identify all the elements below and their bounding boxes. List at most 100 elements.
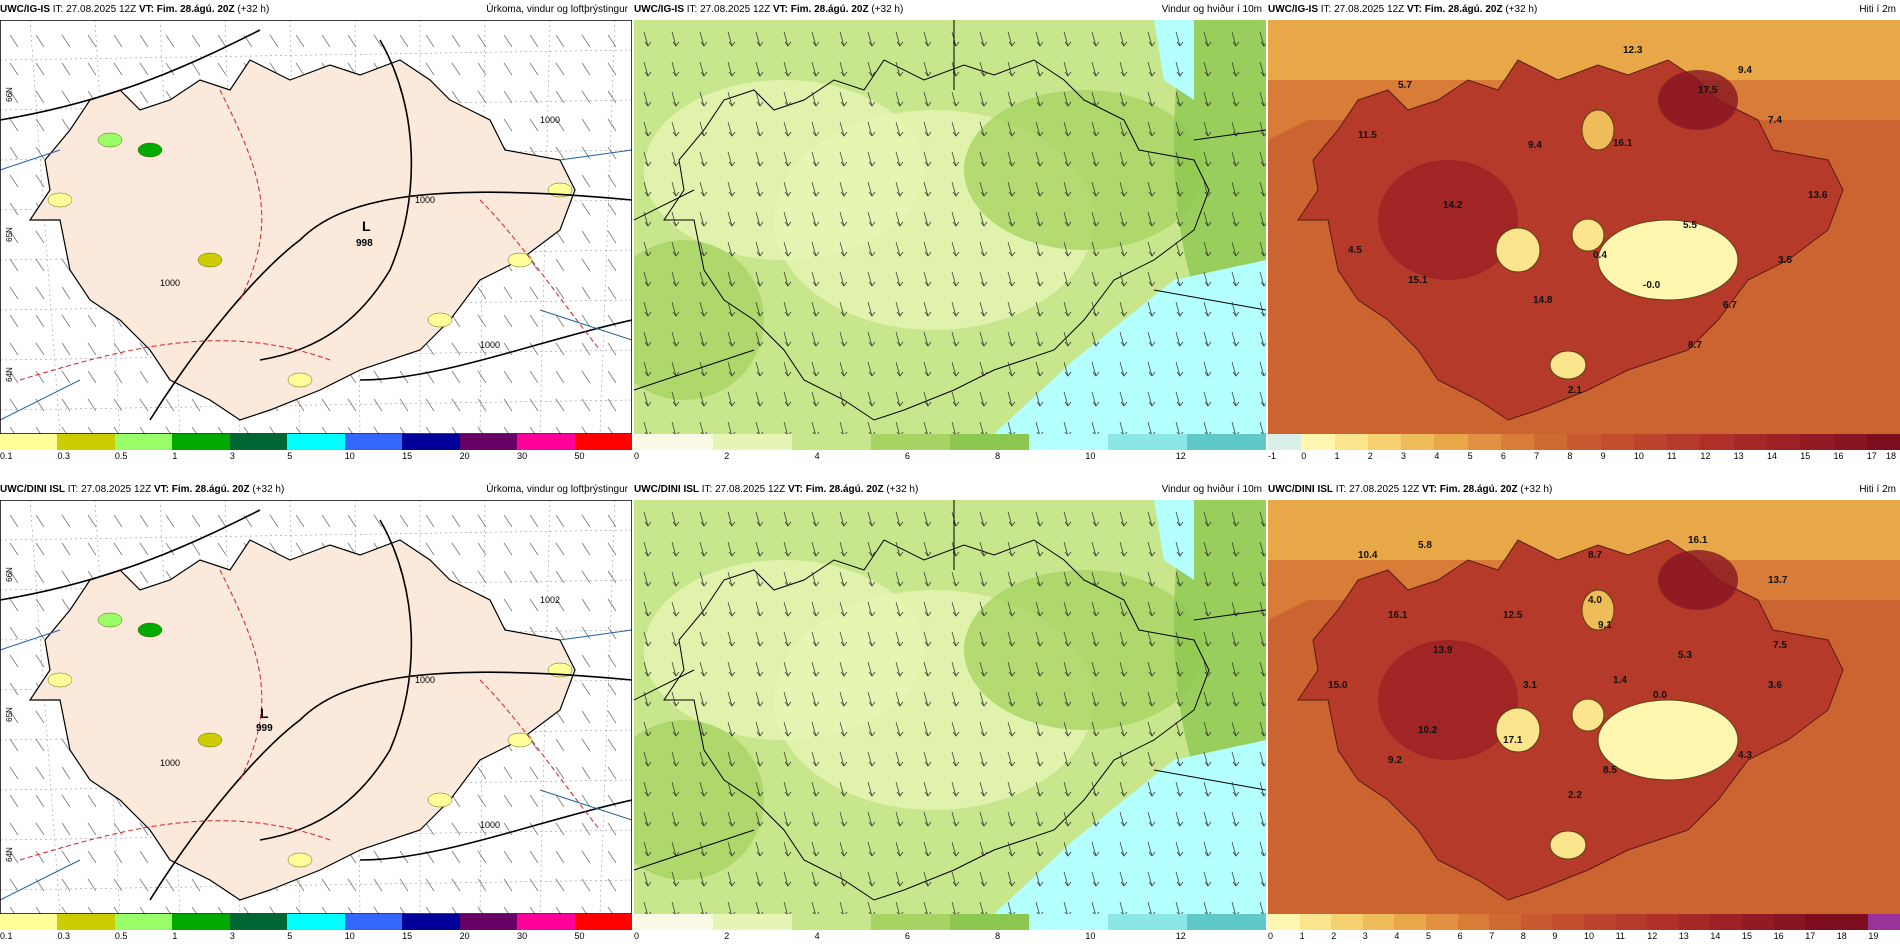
color-scale-swatch bbox=[459, 434, 518, 450]
scale-tick-label: 9 bbox=[1552, 931, 1558, 941]
map-area bbox=[634, 20, 1266, 434]
temperature-label: 4.0 bbox=[1588, 595, 1602, 606]
color-scale-swatch bbox=[1457, 914, 1490, 930]
panel-title: Vindur og hviður í 10m bbox=[1161, 484, 1262, 495]
color-scale-swatch bbox=[1866, 434, 1900, 450]
map-area: 16.1 10.4 5.8 8.7 13.7 16.1 12.5 4.0 9.1 13.9 7.5 5… bbox=[1268, 500, 1900, 914]
scale-tick-label: 5 bbox=[1467, 451, 1473, 461]
scale-tick-label: 10 bbox=[1633, 451, 1644, 461]
scale-tick-label: 8 bbox=[1567, 451, 1573, 461]
temperature-label: 5.3 bbox=[1678, 650, 1692, 661]
forecast-offset: (+32 h) bbox=[886, 484, 919, 495]
latitude-label: 64N bbox=[4, 847, 14, 862]
color-scale-swatch bbox=[1868, 914, 1900, 930]
color-scale-swatch bbox=[1552, 914, 1584, 930]
scale-tick-label: 0.1 bbox=[0, 931, 13, 941]
color-scale-swatch bbox=[344, 434, 403, 450]
temperature-label: 3.1 bbox=[1523, 680, 1537, 691]
temperature-label: 16.1 bbox=[1688, 535, 1708, 546]
color-scale-ticks: 0.1 0.3 0.5 1 3 5 10 15 20 30 50 bbox=[0, 450, 632, 464]
scale-tick-label: 50 bbox=[574, 451, 585, 461]
scale-tick-label: 3 bbox=[229, 931, 235, 941]
scale-tick-label: 3 bbox=[1401, 451, 1407, 461]
temperature-label: 6.7 bbox=[1723, 300, 1737, 311]
temperature-label: 5.8 bbox=[1418, 540, 1432, 551]
map-area bbox=[634, 500, 1266, 914]
scale-tick-label: 8 bbox=[1520, 931, 1526, 941]
scale-tick-label: 4 bbox=[1434, 451, 1440, 461]
temperature-label: 15.1 bbox=[1408, 275, 1428, 286]
scale-tick-label: 5 bbox=[287, 931, 293, 941]
color-scale-swatch bbox=[1489, 914, 1521, 930]
scale-tick-label: 0.1 bbox=[0, 451, 13, 461]
temperature-label: 13.6 bbox=[1808, 190, 1828, 201]
color-scale-swatch bbox=[402, 434, 460, 450]
color-scale-swatch bbox=[574, 434, 632, 450]
model-name: UWC/IG-IS bbox=[1268, 4, 1318, 15]
scale-tick-label: 17 bbox=[1805, 931, 1816, 941]
latitude-label: 66N bbox=[4, 567, 14, 582]
color-scale-swatch bbox=[1187, 434, 1266, 450]
color-scale-bar bbox=[0, 914, 632, 930]
temperature-label: 2.2 bbox=[1568, 790, 1582, 801]
color-scale-swatch bbox=[1741, 914, 1774, 930]
temperature-label: 1.4 bbox=[1613, 675, 1627, 686]
color-scale-swatch bbox=[871, 434, 950, 450]
color-scale-swatch bbox=[1299, 914, 1332, 930]
panel-title: Úrkoma, vindur og loftþrýstingur bbox=[486, 4, 628, 15]
temperature-label: 8.7 bbox=[1588, 550, 1602, 561]
color-scale-swatch bbox=[517, 434, 575, 450]
temperature-label: 0.4 bbox=[1593, 250, 1607, 261]
scale-tick-label: 10 bbox=[1085, 931, 1096, 941]
init-time: IT: 27.08.2025 12Z bbox=[1335, 484, 1420, 495]
color-scale-swatch bbox=[1520, 914, 1553, 930]
model-name: UWC/IG-IS bbox=[0, 4, 50, 15]
temperature-label: 12.5 bbox=[1503, 610, 1523, 621]
map-panel-p5: UWC/DINI ISL IT: 27.08.2025 12Z VT: Fim.… bbox=[634, 480, 1266, 945]
color-scale-swatch bbox=[1583, 914, 1616, 930]
forecast-offset: (+32 h) bbox=[1520, 484, 1553, 495]
scale-tick-label: 0.3 bbox=[57, 931, 70, 941]
scale-tick-label: 19 bbox=[1868, 931, 1879, 941]
color-scale-swatch bbox=[792, 434, 871, 450]
color-scale-swatch bbox=[1268, 914, 1300, 930]
scale-tick-label: 6 bbox=[904, 451, 910, 461]
init-time: IT: 27.08.2025 12Z bbox=[52, 4, 137, 15]
isobar-label: 1000 bbox=[415, 675, 436, 685]
color-scale-swatch bbox=[459, 914, 518, 930]
scale-tick-label: 3 bbox=[229, 451, 235, 461]
color-scale-swatch bbox=[713, 914, 792, 930]
color-scale-swatch bbox=[1500, 434, 1535, 450]
map-area: 12.3 9.4 5.7 17.5 11.5 7.4 9.4 16.1 14.2 13.6 5.5 4… bbox=[1268, 20, 1900, 434]
color-scale-swatch bbox=[1268, 434, 1302, 450]
isobar-label: 1000 bbox=[480, 340, 501, 350]
color-scale-swatch bbox=[1667, 434, 1701, 450]
forecast-offset: (+32 h) bbox=[252, 484, 285, 495]
scale-tick-label: 7 bbox=[1489, 931, 1495, 941]
low-pressure-value: 999 bbox=[256, 723, 273, 734]
model-name: UWC/IG-IS bbox=[634, 4, 684, 15]
scale-tick-label: 20 bbox=[459, 931, 470, 941]
latitude-label: 65N bbox=[4, 707, 14, 722]
color-scale-ticks: 0.1 0.3 0.5 1 3 5 10 15 20 30 50 bbox=[0, 930, 632, 944]
temperature-label: 0.0 bbox=[1653, 690, 1667, 701]
scale-tick-label: 10 bbox=[1085, 451, 1096, 461]
color-scale-swatch bbox=[1467, 434, 1501, 450]
color-scale-ticks: -1 0 1 2 3 4 5 6 7 8 9 10 11 12 13 14 15 16 17 18 bbox=[1268, 450, 1900, 464]
color-scale-swatch bbox=[1805, 914, 1837, 930]
color-scale-swatch bbox=[57, 434, 115, 450]
temperature-label: 7.5 bbox=[1773, 640, 1787, 651]
scale-tick-label: 13 bbox=[1733, 451, 1744, 461]
low-pressure-letter: L bbox=[260, 705, 269, 721]
color-scale-swatch bbox=[0, 914, 58, 930]
color-scale-swatch bbox=[1600, 434, 1634, 450]
scale-tick-label: 13 bbox=[1678, 931, 1689, 941]
scale-tick-label: 8 bbox=[995, 931, 1001, 941]
temperature-label: 16.1 bbox=[1613, 138, 1633, 149]
scale-tick-label: 7 bbox=[1534, 451, 1540, 461]
scale-tick-label: 1 bbox=[1334, 451, 1340, 461]
latitude-label: 65N bbox=[4, 227, 14, 242]
scale-tick-label: 30 bbox=[517, 931, 528, 941]
temperature-label: 9.4 bbox=[1528, 140, 1542, 151]
color-scale-swatch bbox=[229, 914, 288, 930]
